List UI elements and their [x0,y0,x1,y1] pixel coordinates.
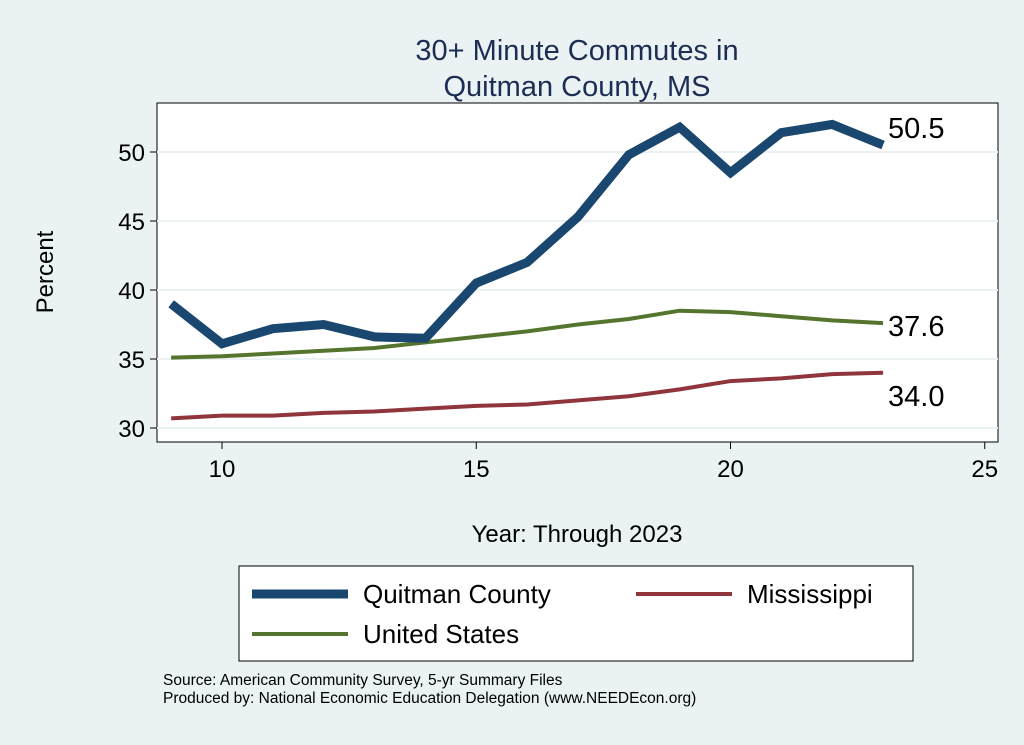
x-tick-label: 25 [971,456,998,483]
y-tick-label: 30 [118,416,145,443]
x-tick-label: 15 [463,456,490,483]
end-label-mississippi: 34.0 [888,381,944,413]
series-line-united-states [171,308,884,360]
produced-by-note: Produced by: National Economic Education… [163,690,697,707]
chart-title-line-1: 30+ Minute Commutes in [415,35,738,67]
y-axis-label: Percent [32,230,59,313]
y-tick-label: 35 [118,347,145,374]
x-tick-label: 20 [717,456,744,483]
chart-title-line-2: Quitman County, MS [443,71,710,103]
legend-label-united-states: United States [363,619,519,649]
x-axis-label: Year: Through 2023 [472,521,683,548]
x-tick-label: 10 [209,456,236,483]
y-tick-label: 45 [118,209,145,236]
source-note: Source: American Community Survey, 5-yr … [163,672,563,689]
legend-box [238,565,914,662]
series-line-quitman-county [168,119,885,349]
y-tick-label: 40 [118,278,145,305]
legend-label-quitman-county: Quitman County [363,579,551,609]
legend-label-mississippi: Mississippi [747,579,873,609]
end-label-united-states: 37.6 [888,311,944,343]
y-tick-label: 50 [118,140,145,167]
plot-area [156,102,999,443]
end-label-quitman-county: 50.5 [888,113,944,145]
series-line-mississippi [171,370,884,421]
